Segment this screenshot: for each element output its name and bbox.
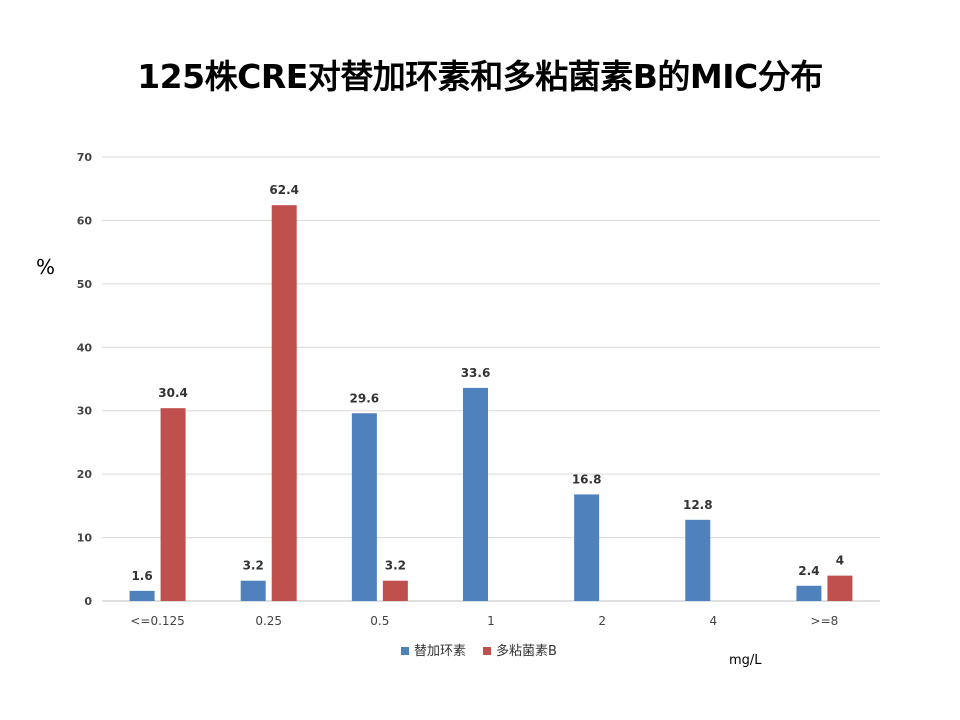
y-tick-label: 40 xyxy=(77,341,93,354)
x-tick-label: 1 xyxy=(487,614,495,628)
y-tick-label: 30 xyxy=(77,405,93,418)
y-tick-label: 10 xyxy=(77,532,93,545)
data-label: 3.2 xyxy=(385,559,406,573)
data-label: 3.2 xyxy=(243,559,264,573)
x-tick-label: >=8 xyxy=(811,614,839,628)
y-axis-label: % xyxy=(36,255,56,279)
bar-series2 xyxy=(160,408,186,601)
legend-swatch-series2 xyxy=(483,647,491,655)
data-label: 30.4 xyxy=(158,386,188,400)
y-tick-label: 20 xyxy=(77,468,93,481)
y-tick-label: 60 xyxy=(77,214,93,227)
data-label: 33.6 xyxy=(461,366,491,380)
bar-series1 xyxy=(240,580,266,601)
x-tick-label: 0.5 xyxy=(370,614,389,628)
data-label: 1.6 xyxy=(131,569,152,583)
bar-series1 xyxy=(685,519,711,601)
legend-label-series2: 多粘菌素B xyxy=(496,643,557,659)
data-label: 29.6 xyxy=(350,391,380,405)
x-tick-label: 4 xyxy=(709,614,717,628)
data-label: 4 xyxy=(836,554,844,568)
bar-series1 xyxy=(574,494,600,601)
bar-series1 xyxy=(351,413,377,601)
bar-series2 xyxy=(271,205,297,601)
y-tick-label: 70 xyxy=(77,151,93,164)
bar-series2 xyxy=(827,575,853,601)
x-tick-label: 0.25 xyxy=(255,614,282,628)
bar-series1 xyxy=(796,585,822,601)
bar-series2 xyxy=(382,580,408,601)
bar-series1 xyxy=(463,387,488,601)
legend-label-series1: 替加环素 xyxy=(414,644,466,659)
data-label: 2.4 xyxy=(798,564,819,578)
y-tick-label: 0 xyxy=(84,595,92,608)
x-tick-label: 2 xyxy=(598,614,606,628)
legend-swatch-series1 xyxy=(401,647,409,655)
data-label: 62.4 xyxy=(269,183,299,197)
data-label: 16.8 xyxy=(572,472,602,486)
chart-title: 125株CRE对替加环素和多粘菌素B的MIC分布 xyxy=(137,57,823,96)
bar-series1 xyxy=(129,590,155,601)
data-label: 12.8 xyxy=(683,498,713,512)
y-tick-label: 50 xyxy=(77,278,93,291)
x-axis-unit: mg/L xyxy=(729,653,762,668)
x-tick-label: <=0.125 xyxy=(130,614,184,628)
